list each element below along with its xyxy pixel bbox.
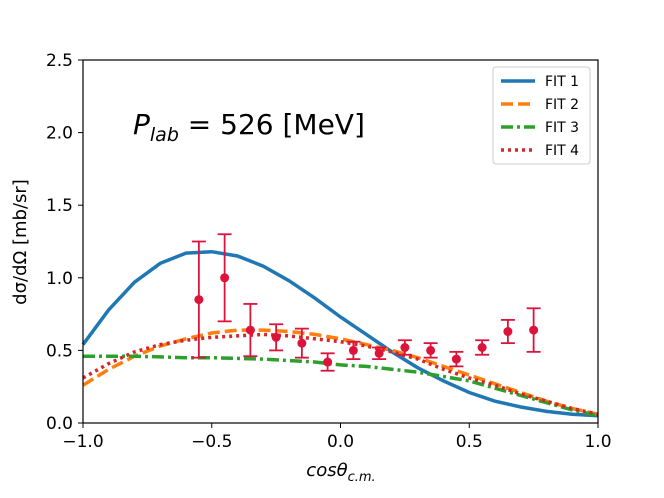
x-axis-label-main: cosθ [306, 460, 347, 481]
data-marker [477, 342, 487, 352]
data-marker [271, 332, 281, 342]
data-point [372, 346, 387, 361]
annotation-subscript: lab [150, 124, 179, 146]
data-point [191, 240, 206, 359]
data-marker [503, 327, 513, 337]
legend-item-fit-3: FIT 3 [501, 120, 579, 136]
y-axis-ticks: 0.0 0.5 1.0 1.5 2.0 2.5 [46, 51, 83, 434]
series-line-fit-2 [82, 328, 599, 417]
data-marker [323, 357, 333, 367]
y-axis-label: dσ/dΩ [mb/sr] [10, 179, 31, 305]
fit-curves [81, 249, 599, 418]
data-point [526, 307, 541, 353]
annotation-symbol: P [133, 108, 150, 141]
x-tick-label: −0.5 [191, 432, 232, 452]
y-tick-label: 0.0 [46, 414, 73, 434]
y-tick-label: 2.0 [46, 124, 73, 144]
legend-item-fit-2: FIT 2 [501, 97, 579, 113]
data-point [346, 340, 361, 361]
data-point [449, 350, 464, 368]
legend: FIT 1 FIT 2 FIT 3 FIT 4 [492, 66, 591, 165]
legend-item-fit-1: FIT 1 [501, 74, 579, 90]
y-tick-label: 0.5 [46, 341, 73, 361]
data-marker [451, 354, 461, 364]
x-tick-label: 0.5 [456, 432, 483, 452]
data-point [397, 339, 412, 356]
data-marker [245, 325, 255, 335]
data-marker [220, 273, 230, 283]
x-axis-label: cosθc.m. [306, 460, 375, 485]
annotation-plab: Plab = 526 [MeV] [133, 108, 365, 146]
y-tick-label: 1.5 [46, 196, 73, 216]
data-point [294, 327, 309, 359]
x-tick-label: −1.0 [62, 432, 103, 452]
data-points [191, 233, 541, 372]
data-point [423, 342, 438, 359]
y-tick-label: 2.5 [46, 51, 73, 71]
x-axis-ticks: −1.0 −0.5 0.0 0.5 1.0 [62, 423, 612, 452]
data-marker [426, 345, 436, 355]
data-marker [194, 295, 204, 305]
x-tick-label: 0.0 [327, 432, 354, 452]
y-tick-label: 1.0 [46, 269, 73, 289]
legend-label: FIT 1 [545, 74, 579, 90]
data-point [500, 319, 515, 345]
data-point [320, 352, 335, 372]
legend-label: FIT 4 [545, 143, 579, 159]
legend-label: FIT 3 [545, 120, 579, 136]
legend-item-fit-4: FIT 4 [501, 143, 579, 159]
data-point [243, 303, 258, 358]
series-line-fit-3 [83, 354, 599, 418]
legend-box [492, 66, 591, 165]
data-point [217, 233, 232, 323]
x-tick-label: 1.0 [584, 432, 611, 452]
data-marker [529, 325, 539, 335]
x-axis-label-subscript: c.m. [348, 470, 376, 485]
series-line-fit-4 [82, 332, 599, 417]
annotation-value: = 526 [MeV] [179, 108, 365, 141]
data-marker [297, 338, 307, 348]
data-point [269, 323, 284, 352]
data-point [475, 339, 490, 356]
data-marker [374, 348, 384, 358]
data-marker [348, 345, 358, 355]
legend-label: FIT 2 [545, 97, 579, 113]
data-marker [400, 342, 410, 352]
series-line-fit-1 [81, 249, 599, 418]
